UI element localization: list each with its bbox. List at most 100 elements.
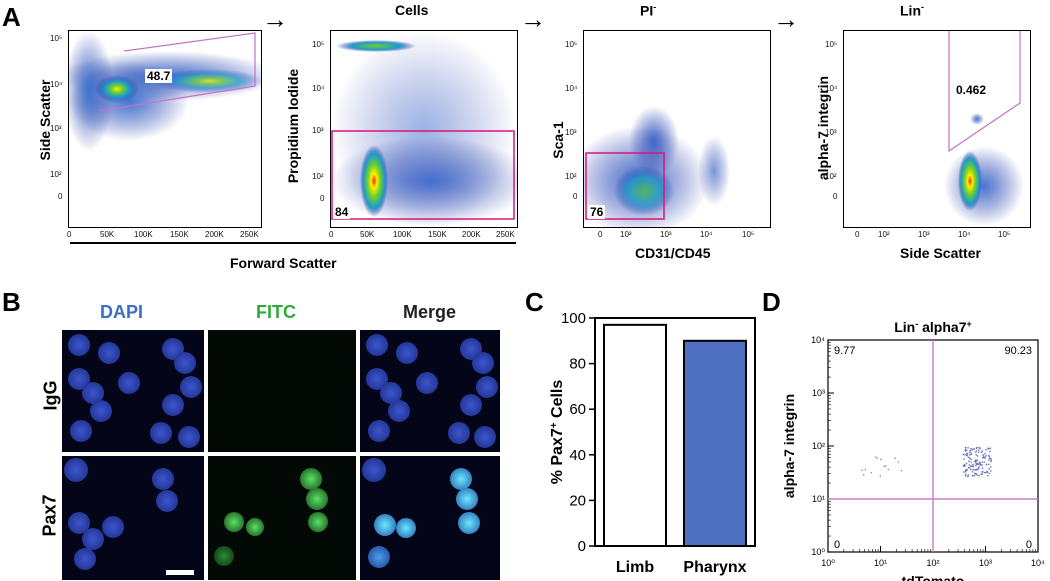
ytick-label: 40 [569,447,586,464]
event-dot [963,471,965,473]
chart-d-ylabel: alpha-7 integrin [781,394,797,498]
event-dot [977,467,980,470]
xtick: 10⁴ [958,230,971,239]
event-dot [972,468,974,471]
event-dot [981,467,984,470]
flow-plot-3: 76 [583,30,771,228]
event-dot [972,465,974,468]
xtick: 10³ [918,230,930,239]
event-dot [987,448,990,450]
xtick: 0 [598,230,603,239]
event-dot [980,451,983,454]
ytick: 10³ [565,128,577,137]
xtick: 10⁵ [998,230,1011,239]
event-dot [971,471,974,473]
event-dot [964,473,967,476]
event-dot [975,464,977,467]
micrograph-pax7-dapi [62,456,204,580]
xtick: 0 [855,230,860,239]
event-dot [986,474,989,477]
event-dot [969,454,971,456]
event-dot [987,463,990,466]
event-dot [989,450,991,453]
event-dot [965,462,968,465]
event-dot [979,462,981,464]
gate-value-label: 48.7 [145,69,173,83]
column-label-merge: Merge [403,302,457,322]
ytick: 10³ [50,124,62,133]
event-dot [870,471,873,474]
event-dot [983,471,986,474]
ytick: 0 [573,192,578,201]
event-dot [977,451,980,454]
event-dot [971,449,973,451]
ytick-label: 10³ [812,388,825,398]
flow-plot-4: 0.462 [843,30,1031,228]
event-dot [964,454,966,456]
ytick: 0 [320,194,325,203]
arrow-right-icon: → [262,4,288,34]
ytick-label: 20 [569,492,586,509]
ytick: 10⁵ [50,34,63,43]
ytick: 10² [50,170,62,179]
ytick-label: 0 [578,538,586,555]
event-dot [975,459,978,462]
ytick-label: 10⁴ [811,335,825,345]
xtick-label: 10³ [979,558,992,568]
event-dot [976,474,979,476]
xtick-label: Limb [616,559,654,576]
xtick-label: 10⁴ [1031,558,1045,568]
ytick-label: 10² [812,441,825,451]
event-dot [983,457,985,459]
xtick: 10⁵ [742,230,755,239]
event-dot [969,451,971,454]
plot2-ylabel: Propidium Iodide [285,68,301,184]
event-dot [988,467,990,470]
ytick: 10⁴ [50,80,63,89]
event-dot [988,472,990,475]
event-dot [979,464,982,466]
xtick: 10² [878,230,890,239]
panel-letter-b: B [2,287,21,317]
event-dot [983,461,986,463]
event-dot [968,464,971,466]
flow-plot-2-density [331,31,517,227]
xtick: 250K [240,230,259,239]
event-dot [973,460,976,463]
chart-d: 10⁰ 10¹ 10² 10³ 10⁴ 10⁰ 10¹ 10² 10³ 10⁴ 9.77 90.23 0… [781,319,1045,581]
event-dot [978,446,980,449]
event-dot [970,447,972,450]
xtick: 250K [496,230,515,239]
event-dot [879,475,882,477]
event-dot [967,446,969,449]
quadrant-lower-right: 0 [1026,539,1032,551]
gate-rectangle [585,152,665,220]
event-dot [978,466,980,468]
event-dot [970,458,972,461]
column-label-dapi: DAPI [100,302,144,322]
micrograph-igg-fitc [208,330,356,452]
event-dot [969,457,971,459]
flow-plot-4-density [944,31,1024,226]
event-dot [981,461,984,463]
ytick: 10⁵ [565,40,578,49]
event-dot [964,469,967,472]
plot3-ylabel: Sca-1 [550,121,566,159]
micrograph-pax7-fitc [208,456,356,580]
event-dot [971,474,974,477]
quadrant-upper-left: 9.77 [834,345,855,357]
chart-c: 0 20 40 60 80 100 Limb Pharynx % Pax7+ Cells [549,310,756,576]
ytick: 10² [565,172,577,181]
event-dot [964,448,967,451]
event-dot [974,469,976,471]
event-dot [975,473,977,476]
xtick: 0 [67,230,72,239]
event-dot [984,452,986,455]
event-dot [976,462,979,465]
plot3-title: PI- [640,2,657,19]
event-dot [976,455,979,457]
ytick: 0 [58,192,63,201]
micrograph-igg-merge [360,330,500,452]
event-dot [989,447,992,450]
column-label-fitc: FITC [256,302,296,322]
